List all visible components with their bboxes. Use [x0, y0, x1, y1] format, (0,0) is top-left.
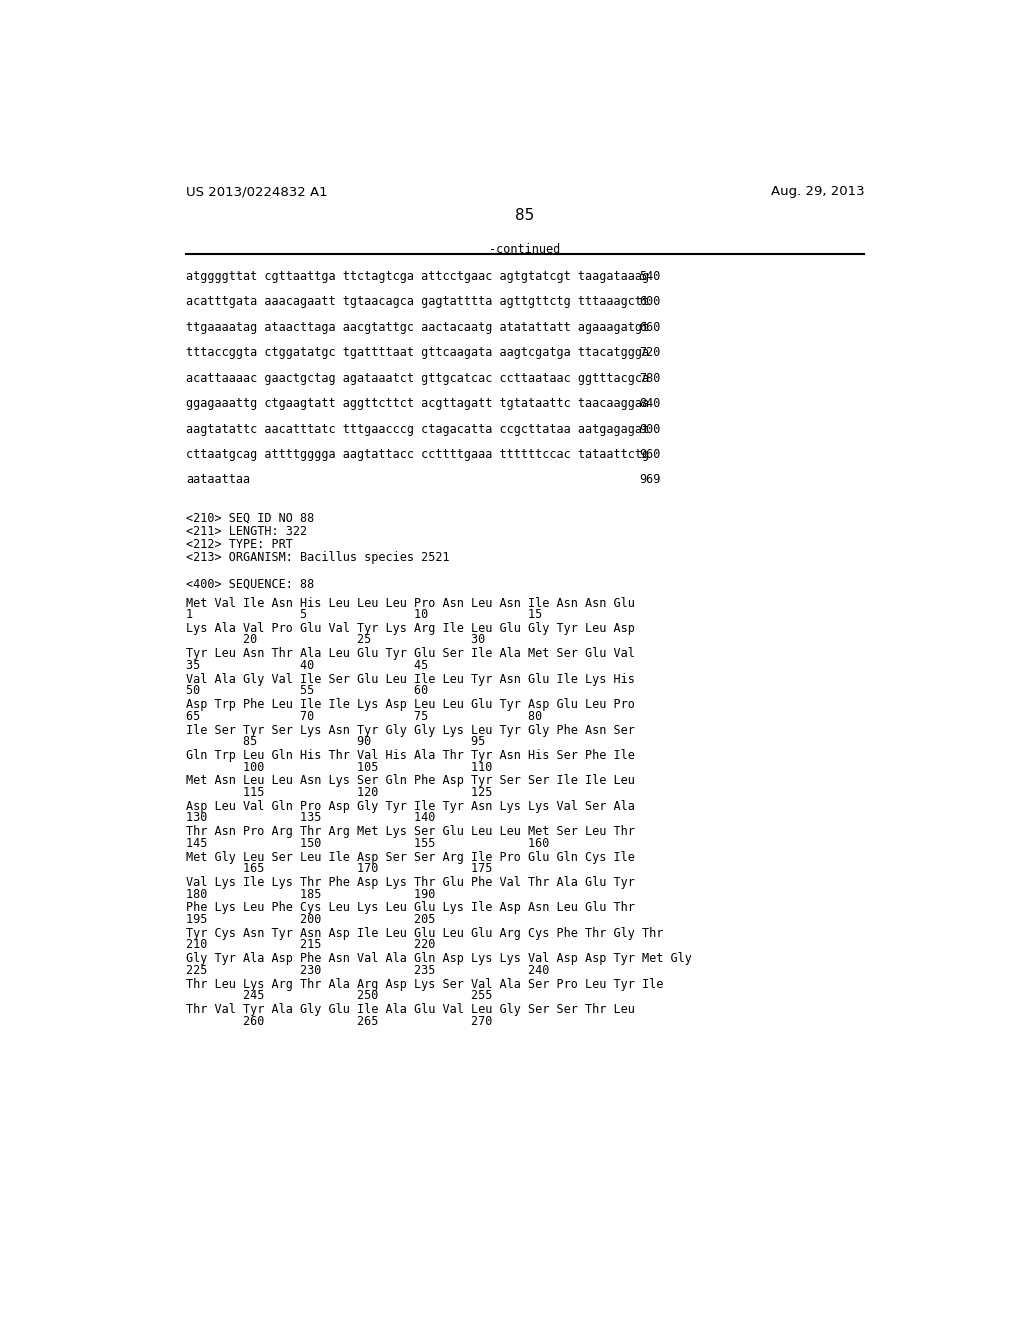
Text: Lys Ala Val Pro Glu Val Tyr Lys Arg Ile Leu Glu Gly Tyr Leu Asp: Lys Ala Val Pro Glu Val Tyr Lys Arg Ile …: [186, 622, 635, 635]
Text: ggagaaattg ctgaagtatt aggttcttct acgttagatt tgtataattc taacaaggaa: ggagaaattg ctgaagtatt aggttcttct acgttag…: [186, 397, 649, 411]
Text: 225             230             235             240: 225 230 235 240: [186, 964, 550, 977]
Text: 969: 969: [640, 474, 660, 486]
Text: tttaccggta ctggatatgc tgattttaat gttcaagata aagtcgatga ttacatggga: tttaccggta ctggatatgc tgattttaat gttcaag…: [186, 346, 649, 359]
Text: acattaaaac gaactgctag agataaatct gttgcatcac ccttaataac ggtttacgca: acattaaaac gaactgctag agataaatct gttgcat…: [186, 372, 649, 384]
Text: 1               5               10              15: 1 5 10 15: [186, 609, 543, 622]
Text: <212> TYPE: PRT: <212> TYPE: PRT: [186, 539, 293, 550]
Text: 65              70              75              80: 65 70 75 80: [186, 710, 543, 723]
Text: atggggttat cgttaattga ttctagtcga attcctgaac agtgtatcgt taagataaag: atggggttat cgttaattga ttctagtcga attcctg…: [186, 271, 649, 282]
Text: 130             135             140: 130 135 140: [186, 812, 435, 825]
Text: aataattaa: aataattaa: [186, 474, 250, 486]
Text: Thr Val Tyr Ala Gly Glu Ile Ala Glu Val Leu Gly Ser Ser Thr Leu: Thr Val Tyr Ala Gly Glu Ile Ala Glu Val …: [186, 1003, 635, 1016]
Text: 115             120             125: 115 120 125: [186, 785, 493, 799]
Text: 540: 540: [640, 271, 660, 282]
Text: 85: 85: [515, 209, 535, 223]
Text: Thr Asn Pro Arg Thr Arg Met Lys Ser Glu Leu Leu Met Ser Leu Thr: Thr Asn Pro Arg Thr Arg Met Lys Ser Glu …: [186, 825, 635, 838]
Text: <210> SEQ ID NO 88: <210> SEQ ID NO 88: [186, 512, 314, 525]
Text: <213> ORGANISM: Bacillus species 2521: <213> ORGANISM: Bacillus species 2521: [186, 552, 450, 564]
Text: Gln Trp Leu Gln His Thr Val His Ala Thr Tyr Asn His Ser Phe Ile: Gln Trp Leu Gln His Thr Val His Ala Thr …: [186, 748, 635, 762]
Text: acatttgata aaacagaatt tgtaacagca gagtatttta agttgttctg tttaaagctt: acatttgata aaacagaatt tgtaacagca gagtatt…: [186, 296, 649, 309]
Text: <211> LENGTH: 322: <211> LENGTH: 322: [186, 525, 307, 539]
Text: cttaatgcag attttgggga aagtattacc ccttttgaaa ttttttccac tataattctg: cttaatgcag attttgggga aagtattacc ccttttg…: [186, 447, 649, 461]
Text: ttgaaaatag ataacttaga aacgtattgc aactacaatg atatattatt agaaagatgt: ttgaaaatag ataacttaga aacgtattgc aactaca…: [186, 321, 649, 334]
Text: 50              55              60: 50 55 60: [186, 684, 428, 697]
Text: 100             105             110: 100 105 110: [186, 760, 493, 774]
Text: -continued: -continued: [489, 243, 560, 256]
Text: 20              25              30: 20 25 30: [186, 634, 485, 647]
Text: Ile Ser Tyr Ser Lys Asn Tyr Gly Gly Lys Leu Tyr Gly Phe Asn Ser: Ile Ser Tyr Ser Lys Asn Tyr Gly Gly Lys …: [186, 723, 635, 737]
Text: <400> SEQUENCE: 88: <400> SEQUENCE: 88: [186, 577, 314, 590]
Text: 165             170             175: 165 170 175: [186, 862, 493, 875]
Text: 600: 600: [640, 296, 660, 309]
Text: 660: 660: [640, 321, 660, 334]
Text: 145             150             155             160: 145 150 155 160: [186, 837, 550, 850]
Text: 245             250             255: 245 250 255: [186, 989, 493, 1002]
Text: Asp Trp Phe Leu Ile Ile Lys Asp Leu Leu Glu Tyr Asp Glu Leu Pro: Asp Trp Phe Leu Ile Ile Lys Asp Leu Leu …: [186, 698, 635, 711]
Text: 85              90              95: 85 90 95: [186, 735, 485, 748]
Text: Val Lys Ile Lys Thr Phe Asp Lys Thr Glu Phe Val Thr Ala Glu Tyr: Val Lys Ile Lys Thr Phe Asp Lys Thr Glu …: [186, 876, 635, 890]
Text: 195             200             205: 195 200 205: [186, 913, 435, 927]
Text: Asp Leu Val Gln Pro Asp Gly Tyr Ile Tyr Asn Lys Lys Val Ser Ala: Asp Leu Val Gln Pro Asp Gly Tyr Ile Tyr …: [186, 800, 635, 813]
Text: Aug. 29, 2013: Aug. 29, 2013: [771, 185, 864, 198]
Text: Met Val Ile Asn His Leu Leu Leu Pro Asn Leu Asn Ile Asn Asn Glu: Met Val Ile Asn His Leu Leu Leu Pro Asn …: [186, 597, 635, 610]
Text: 210             215             220: 210 215 220: [186, 939, 435, 952]
Text: 35              40              45: 35 40 45: [186, 659, 428, 672]
Text: Tyr Leu Asn Thr Ala Leu Glu Tyr Glu Ser Ile Ala Met Ser Glu Val: Tyr Leu Asn Thr Ala Leu Glu Tyr Glu Ser …: [186, 647, 635, 660]
Text: 840: 840: [640, 397, 660, 411]
Text: 900: 900: [640, 422, 660, 436]
Text: Gly Tyr Ala Asp Phe Asn Val Ala Gln Asp Lys Lys Val Asp Asp Tyr Met Gly: Gly Tyr Ala Asp Phe Asn Val Ala Gln Asp …: [186, 952, 692, 965]
Text: Thr Leu Lys Arg Thr Ala Arg Asp Lys Ser Val Ala Ser Pro Leu Tyr Ile: Thr Leu Lys Arg Thr Ala Arg Asp Lys Ser …: [186, 978, 664, 991]
Text: 780: 780: [640, 372, 660, 384]
Text: Val Ala Gly Val Ile Ser Glu Leu Ile Leu Tyr Asn Glu Ile Lys His: Val Ala Gly Val Ile Ser Glu Leu Ile Leu …: [186, 673, 635, 686]
Text: 180             185             190: 180 185 190: [186, 887, 435, 900]
Text: Met Asn Leu Leu Asn Lys Ser Gln Phe Asp Tyr Ser Ser Ile Ile Leu: Met Asn Leu Leu Asn Lys Ser Gln Phe Asp …: [186, 775, 635, 788]
Text: US 2013/0224832 A1: US 2013/0224832 A1: [186, 185, 328, 198]
Text: aagtatattc aacatttatc tttgaacccg ctagacatta ccgcttataa aatgagagat: aagtatattc aacatttatc tttgaacccg ctagaca…: [186, 422, 649, 436]
Text: 260             265             270: 260 265 270: [186, 1015, 493, 1028]
Text: 960: 960: [640, 447, 660, 461]
Text: Met Gly Leu Ser Leu Ile Asp Ser Ser Arg Ile Pro Glu Gln Cys Ile: Met Gly Leu Ser Leu Ile Asp Ser Ser Arg …: [186, 850, 635, 863]
Text: Phe Lys Leu Phe Cys Leu Lys Leu Glu Lys Ile Asp Asn Leu Glu Thr: Phe Lys Leu Phe Cys Leu Lys Leu Glu Lys …: [186, 902, 635, 915]
Text: Tyr Cys Asn Tyr Asn Asp Ile Leu Glu Leu Glu Arg Cys Phe Thr Gly Thr: Tyr Cys Asn Tyr Asn Asp Ile Leu Glu Leu …: [186, 927, 664, 940]
Text: 720: 720: [640, 346, 660, 359]
